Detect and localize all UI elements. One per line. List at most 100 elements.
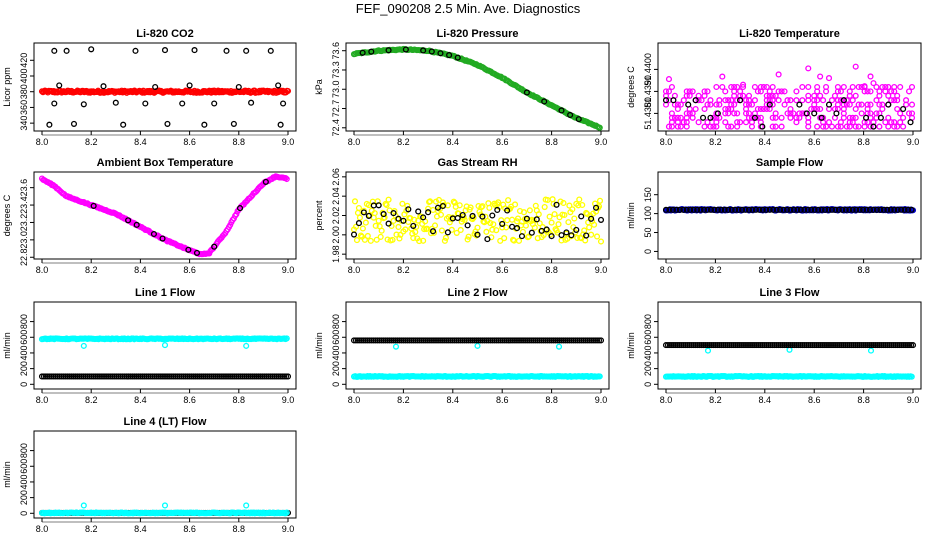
data-point: [880, 342, 887, 349]
y-axis-label: degrees C: [626, 66, 636, 108]
data-point: [718, 342, 725, 349]
data-point: [164, 373, 172, 380]
data-point: [805, 342, 812, 349]
data-point: [683, 88, 690, 95]
data-point: [907, 119, 914, 126]
plot-frame: [33, 42, 297, 132]
data-point: [523, 89, 530, 96]
data-point: [397, 231, 404, 238]
data-point: [742, 97, 750, 104]
data-point: [813, 342, 820, 349]
data-point: [462, 207, 469, 214]
data-point: [214, 373, 221, 380]
data-point: [427, 198, 434, 205]
data-point: [689, 110, 696, 117]
data-point: [211, 243, 218, 250]
data-point: [551, 211, 558, 218]
data-point: [805, 83, 812, 91]
data-point: [208, 373, 215, 380]
data-point: [736, 342, 743, 349]
data-point: [142, 100, 149, 107]
data-point: [756, 206, 763, 213]
data-point: [840, 83, 847, 91]
data-point: [811, 110, 818, 117]
data-point: [787, 342, 794, 349]
plot-frame: [657, 171, 922, 260]
data-point: [371, 210, 378, 217]
data-point: [669, 206, 676, 213]
data-point: [489, 226, 496, 233]
data-point: [147, 373, 154, 380]
data-point: [740, 92, 747, 99]
x-tick-label: 9.0: [282, 265, 295, 275]
x-tick-label: 8.0: [36, 395, 49, 405]
data-point: [518, 337, 526, 344]
data-point: [728, 83, 735, 91]
data-point: [839, 206, 846, 213]
data-point: [385, 196, 392, 203]
data-point: [790, 206, 797, 213]
data-point: [561, 211, 568, 219]
data-point: [361, 236, 368, 243]
data-point: [740, 81, 747, 88]
data-point: [876, 342, 883, 349]
y-tick-label: 2.04: [331, 187, 341, 205]
data-point: [793, 114, 800, 121]
data-point: [725, 206, 732, 213]
data-point: [170, 373, 177, 380]
y-tick-label: 73.3: [331, 61, 341, 79]
y-axis-label: ml/min: [626, 202, 636, 229]
data-point: [818, 206, 825, 213]
data-point: [46, 121, 53, 128]
data-point: [434, 204, 442, 211]
data-point: [366, 337, 373, 344]
data-point: [695, 92, 702, 99]
y-axis-label: ml/min: [626, 332, 636, 359]
data-point: [415, 208, 422, 215]
data-point: [897, 83, 904, 91]
chart-line4: Line 4 (LT) Flow ml/min 8.0 8.2 8.4 8.6 8.8 9.0…: [2, 416, 297, 534]
data-point: [267, 47, 274, 54]
data-point: [710, 342, 717, 349]
data-point: [196, 373, 203, 380]
data-point: [731, 110, 738, 117]
plot-frame: [657, 301, 922, 390]
data-point: [846, 88, 853, 95]
data-point: [704, 119, 711, 126]
data-point: [381, 214, 388, 221]
data-point: [817, 342, 824, 349]
data-point: [546, 337, 553, 344]
data-point: [362, 337, 369, 344]
chart-title: Line 3 Flow: [760, 287, 820, 299]
data-point: [722, 119, 729, 126]
data-point: [900, 123, 907, 130]
y-tick-label: 380: [19, 84, 29, 99]
data-point: [826, 342, 834, 349]
data-point: [885, 83, 892, 91]
data-point: [677, 123, 684, 130]
y-tick-label: 400: [19, 474, 29, 489]
data-point: [740, 83, 747, 91]
data-point: [761, 342, 768, 349]
data-point: [722, 342, 729, 349]
data-point: [555, 343, 563, 350]
data-points: [38, 502, 292, 517]
data-point: [754, 114, 761, 121]
data-point: [867, 110, 874, 117]
data-point: [767, 342, 774, 349]
data-point: [852, 114, 859, 121]
data-point: [891, 119, 898, 126]
data-point: [159, 235, 166, 242]
chart-line1: Line 1 Flow ml/min 8.0 8.2 8.4 8.6 8.8 9.0 0 400 8…: [2, 287, 297, 405]
data-point: [808, 105, 815, 113]
data-point: [858, 342, 865, 349]
data-point: [686, 88, 693, 95]
data-point: [223, 47, 230, 54]
data-point: [867, 88, 874, 95]
data-point: [837, 88, 844, 95]
data-point: [722, 105, 729, 113]
data-point: [877, 206, 884, 213]
data-point: [479, 213, 486, 220]
data-point: [860, 342, 867, 349]
data-point: [411, 216, 418, 223]
